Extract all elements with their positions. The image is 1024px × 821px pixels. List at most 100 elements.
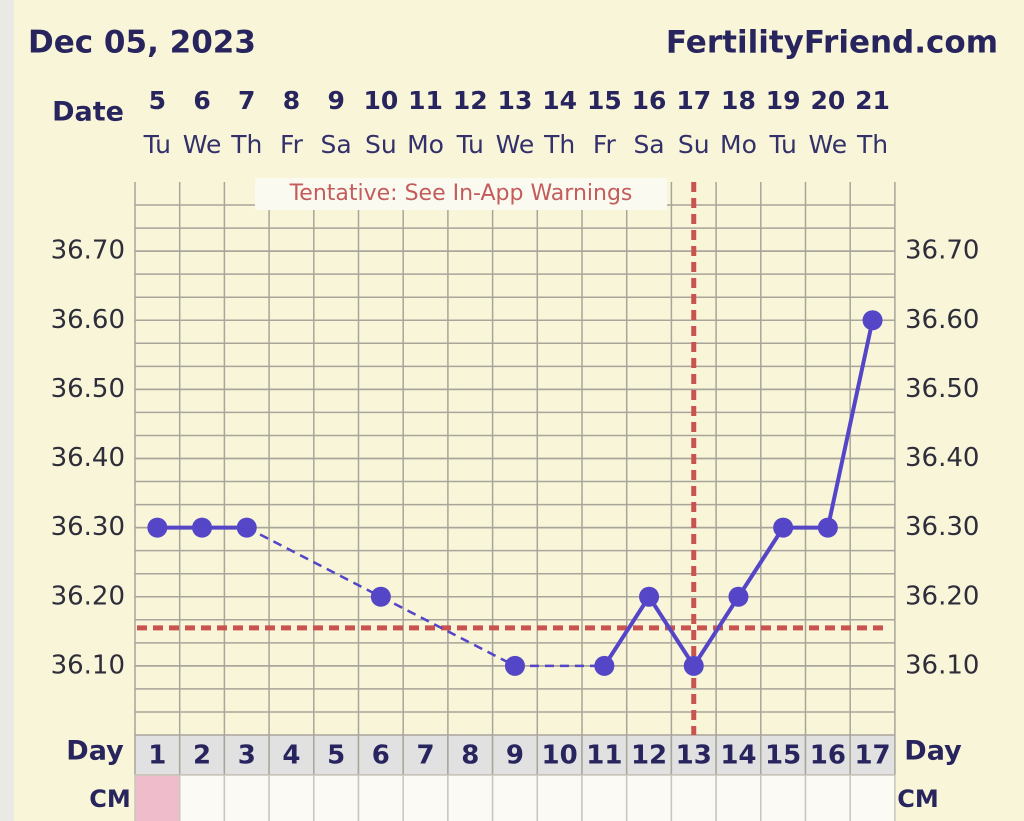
x-tick-label: 21	[855, 86, 890, 115]
day-cell	[760, 734, 807, 776]
chart-title: Dec 05, 2023	[28, 25, 256, 61]
y2-tick-label: 36.30	[905, 512, 979, 542]
weekday-label: Th	[856, 130, 888, 159]
x-tick-label: 7	[238, 86, 255, 115]
cm-cell	[536, 774, 583, 821]
x-tick-label: 6	[193, 86, 210, 115]
cm-cell	[849, 774, 896, 821]
point	[192, 517, 213, 538]
day-cell	[223, 734, 270, 776]
x-tick-label: 11	[408, 86, 443, 115]
weekday-label: Mo	[720, 130, 757, 159]
point	[683, 655, 704, 676]
point	[504, 655, 525, 676]
cycle-day: 2	[193, 741, 211, 771]
day-cell	[178, 734, 226, 776]
day-cell	[849, 734, 896, 776]
cm-cell	[760, 774, 807, 821]
cm-cell	[134, 774, 181, 821]
cm-cell	[625, 774, 673, 821]
weekday-label: Su	[678, 130, 710, 159]
cycle-day: 17	[854, 741, 890, 771]
point	[639, 586, 660, 607]
y-tick-label: 36.60	[51, 305, 125, 335]
day-cell	[715, 734, 762, 776]
y-tick-label: 36.40	[51, 443, 125, 473]
x-tick-label: 17	[676, 86, 711, 115]
y-tick-label: 36.50	[51, 374, 125, 404]
site-name: FertilityFriend.com	[666, 25, 998, 61]
x-tick-label: 15	[587, 86, 622, 115]
x-tick-label: 5	[149, 86, 166, 115]
weekday-label: Sa	[633, 130, 664, 159]
cm-cell	[670, 774, 717, 821]
x-tick-label: 20	[810, 86, 845, 115]
annotation: Tentative: See In-App Warnings	[289, 181, 633, 206]
day-cell	[491, 734, 539, 776]
weekday-label: Fr	[280, 130, 304, 159]
weekday-label: Th	[543, 130, 575, 159]
point	[728, 586, 749, 607]
x-tick-label: 16	[632, 86, 667, 115]
point	[862, 310, 883, 331]
y2-tick-label: 36.20	[905, 581, 979, 611]
y2-tick-label: 36.40	[905, 443, 979, 473]
y2-tick-label: 36.70	[905, 236, 979, 266]
weekday-label: Sa	[321, 130, 352, 159]
cycle-day: 11	[586, 741, 622, 771]
x-tick-label: 10	[363, 86, 398, 115]
date-label: Date	[52, 97, 124, 128]
cm-cell	[491, 774, 539, 821]
x-tick-label: 8	[283, 86, 300, 115]
point	[817, 517, 838, 538]
weekday-label: We	[183, 130, 222, 159]
point	[147, 517, 168, 538]
y-tick-label: 36.20	[51, 581, 125, 611]
day-cell	[581, 734, 628, 776]
cycle-day: 4	[282, 741, 300, 771]
cycle-day: 1	[148, 741, 166, 771]
point	[370, 586, 391, 607]
weekday-label: We	[809, 130, 848, 159]
x-tick-label: 18	[721, 86, 756, 115]
point	[236, 517, 257, 538]
day-label: Day	[66, 736, 124, 767]
x-tick-label: 13	[498, 86, 533, 115]
annotation-box	[255, 178, 667, 210]
cm-label: CM	[89, 785, 131, 813]
cm-cell	[715, 774, 762, 821]
gap-connector	[380, 595, 516, 667]
cycle-day: 12	[631, 741, 667, 771]
day-label: Day	[904, 736, 962, 767]
weekday-label: Fr	[593, 130, 617, 159]
cm-cell	[268, 774, 315, 821]
cm-cell	[804, 774, 851, 821]
cm-cell	[178, 774, 226, 821]
cm-cell	[357, 774, 404, 821]
cycle-day: 16	[810, 741, 846, 771]
point	[594, 655, 615, 676]
cm-cell	[402, 774, 449, 821]
y-tick-label: 36.70	[51, 236, 125, 266]
weekday-label: We	[496, 130, 535, 159]
y-tick-label: 36.10	[51, 650, 125, 680]
cycle-day: 13	[676, 741, 712, 771]
cycle-day: 3	[238, 741, 256, 771]
cm-cell	[313, 774, 360, 821]
cycle-day: 14	[720, 741, 756, 771]
weekday-label: Mo	[407, 130, 444, 159]
gap-connector	[246, 526, 382, 598]
cm-cell	[223, 774, 270, 821]
y2-tick-label: 36.10	[905, 650, 979, 680]
x-tick-label: 9	[327, 86, 344, 115]
cycle-day: 9	[506, 741, 524, 771]
cycle-day: 6	[372, 741, 390, 771]
y-tick-label: 36.30	[51, 512, 125, 542]
cycle-day: 5	[327, 741, 345, 771]
cycle-day: 15	[765, 741, 801, 771]
day-cell	[625, 734, 673, 776]
point	[773, 517, 794, 538]
x-tick-label: 12	[453, 86, 488, 115]
weekday-label: Tu	[456, 130, 484, 159]
weekday-label: Tu	[143, 130, 171, 159]
